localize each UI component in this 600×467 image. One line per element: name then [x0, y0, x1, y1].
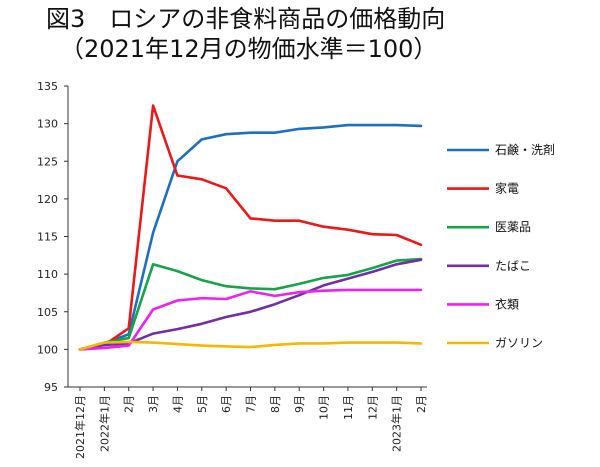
x-tick-label: 4月: [171, 395, 184, 413]
series-line-3: [78, 258, 423, 351]
x-tick-label: 10月: [318, 395, 331, 420]
series-line-2: [78, 257, 423, 351]
x-tick-label: 2月: [415, 395, 428, 413]
x-tick-label: 6月: [220, 395, 233, 413]
x-tick-label: 3月: [147, 395, 160, 413]
legend-label-2: 医薬品: [495, 220, 531, 234]
legend-label-1: 家電: [495, 181, 519, 196]
series-line-5: [78, 340, 423, 351]
chart-series: [78, 104, 423, 351]
legend-label-3: たばこ: [495, 259, 531, 273]
x-tick-label: 2月: [123, 395, 136, 413]
chart-title: 図3 ロシアの非食料商品の価格動向: [46, 5, 446, 33]
x-tick-label: 11月: [342, 395, 355, 420]
y-tick-label: 95: [44, 381, 58, 394]
y-tick-label: 135: [37, 80, 58, 93]
x-tick-label: 9月: [293, 395, 306, 413]
title-block: 図3 ロシアの非食料商品の価格動向 （2021年12月の物価水準＝100）: [46, 4, 445, 64]
x-tick-label: 5月: [196, 395, 209, 413]
y-tick-label: 125: [37, 155, 58, 168]
y-tick-label: 115: [37, 231, 58, 244]
x-tick-label: 8月: [269, 395, 282, 413]
x-tick-label: 2023年1月: [390, 395, 404, 452]
chart-axes: 95 100 105 110 115 120 125 130 135 2021年12月 2022年1…: [37, 80, 428, 459]
y-tick-label: 105: [37, 306, 58, 319]
legend-label-0: 石鹸・洗剤: [495, 142, 555, 157]
x-tick-label: 2021年12月: [73, 395, 87, 459]
y-tick-label: 120: [37, 193, 58, 206]
chart-subtitle: （2021年12月の物価水準＝100）: [60, 35, 438, 63]
y-tick-label: 110: [37, 268, 58, 281]
x-tick-label: 2022年1月: [97, 395, 111, 452]
legend-label-5: ガソリン: [495, 336, 543, 350]
x-tick-label: 12月: [366, 395, 379, 420]
series-line-0: [78, 123, 423, 351]
series-line-1: [78, 104, 423, 351]
x-tick-label: 7月: [245, 395, 258, 413]
legend-label-4: 衣類: [495, 296, 519, 311]
series-line-4: [78, 288, 423, 351]
y-tick-label: 130: [37, 118, 58, 131]
y-tick-label: 100: [37, 343, 58, 356]
